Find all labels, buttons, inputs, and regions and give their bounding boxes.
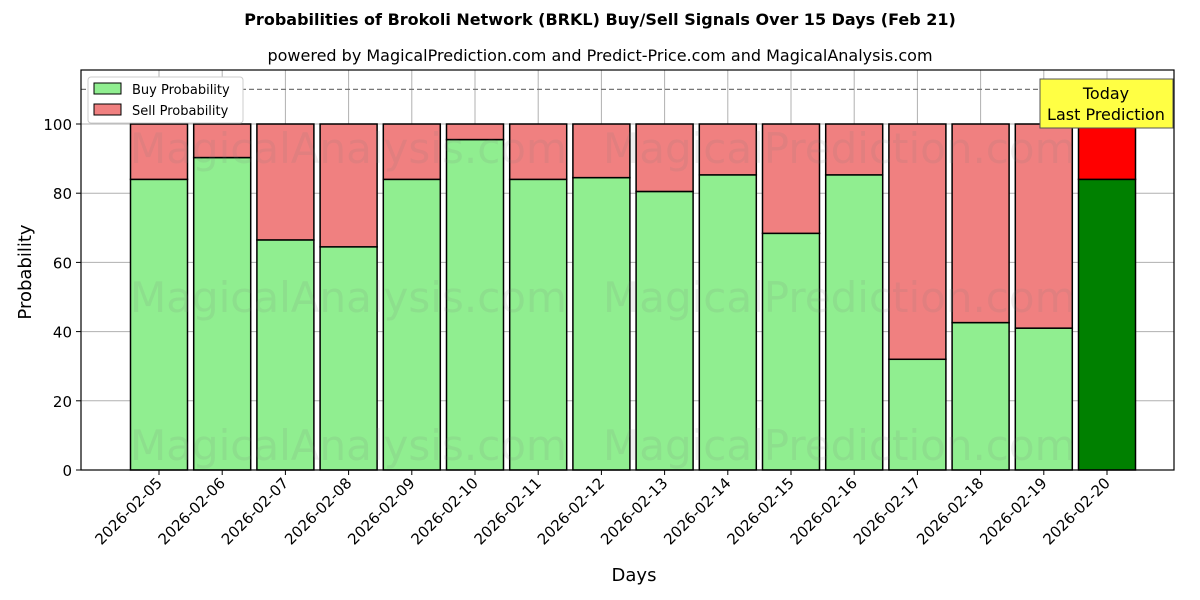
watermark: MagicalAnalysis.com [130,421,567,470]
chart-title: Probabilities of Brokoli Network (BRKL) … [244,10,956,29]
y-tick-label: 80 [53,185,72,203]
x-tick-label: 2026-02-20 [1039,474,1113,548]
x-tick-label: 2026-02-08 [281,474,355,548]
sell-bar [635,123,694,193]
x-tick-label: 2026-02-10 [407,474,481,548]
sell-bar [129,123,189,181]
watermark: MagicalAnalysis.com [130,273,567,322]
sell-bar [256,123,315,241]
sell-bar [508,123,568,181]
x-tick-label: 2026-02-13 [597,474,671,548]
legend-label: Buy Probability [132,83,230,98]
x-tick-label: 2026-02-05 [91,474,165,548]
legend-label: Sell Probability [132,104,229,119]
x-tick-label: 2026-02-18 [913,474,987,548]
y-tick-label: 100 [43,116,72,134]
watermark: MagicalPrediction.com [603,124,1076,173]
buy-bar [698,174,758,471]
x-tick-label: 2026-02-17 [850,474,924,548]
buy-bar [382,178,442,471]
chart-subtitle: powered by MagicalPrediction.com and Pre… [267,46,933,65]
annotation-line1: Today [1082,84,1129,103]
buy-bar [129,178,189,471]
legend [87,76,244,124]
annotation-line2: Last Prediction [1047,105,1165,124]
sell-bar [445,123,505,141]
buy-bar [888,358,947,471]
sell-bar [1077,123,1137,181]
sell-bar [319,123,378,248]
y-tick-label: 0 [62,462,72,480]
x-tick-label: 2026-02-16 [787,474,861,548]
y-tick-label: 60 [53,254,72,272]
buy-bar [635,190,694,471]
y-axis-label: Probability [15,224,36,319]
x-tick-label: 2026-02-06 [155,474,229,548]
sell-bar [824,123,884,176]
x-tick-label: 2026-02-09 [344,474,418,548]
axes-frame [80,69,1175,471]
x-tick-label: 2026-02-19 [976,474,1050,548]
sell-bar [698,123,758,176]
sell-bar [761,123,821,235]
x-tick-label: 2026-02-14 [660,474,734,548]
x-tick-label: 2026-02-11 [471,474,545,548]
buy-bar [572,176,631,471]
x-tick-label: 2026-02-07 [218,474,292,548]
sell-bar [572,123,631,179]
legend-swatch [93,82,122,95]
x-tick-label: 2026-02-12 [534,474,608,548]
buy-bar [256,239,315,471]
buy-bar [1077,178,1137,471]
annotation-box [1039,78,1174,129]
watermark: MagicalPrediction.com [603,421,1076,470]
sell-bar [382,123,442,181]
sell-bar [888,123,947,361]
y-tick-label: 40 [53,324,72,342]
x-axis-label: Days [612,565,657,586]
y-tick-label: 20 [53,393,72,411]
sell-bar [951,123,1010,324]
x-tick-label: 2026-02-15 [723,474,797,548]
watermark: MagicalPrediction.com [603,273,1076,322]
sell-bar [192,123,252,159]
buy-bar [761,232,821,471]
watermark: MagicalAnalysis.com [130,124,567,173]
sell-bar [1014,123,1074,329]
legend-swatch [93,103,122,116]
